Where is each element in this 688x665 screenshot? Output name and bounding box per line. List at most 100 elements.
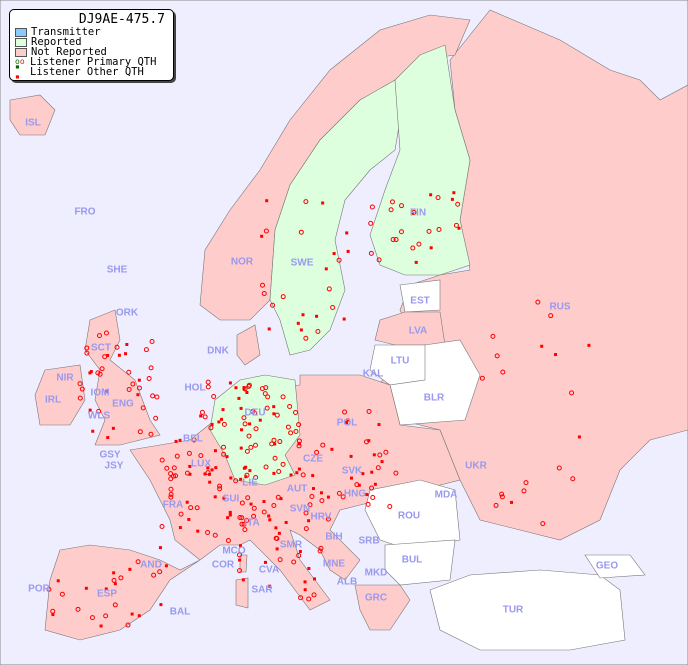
- listener-primary-qth: [556, 465, 562, 471]
- listener-other-qth: [164, 564, 168, 568]
- country-label: LUX: [191, 458, 211, 470]
- listener-primary-qth: [205, 530, 211, 536]
- listener-primary-qth: [77, 381, 83, 387]
- listener-primary-qth: [298, 229, 304, 235]
- listener-other-qth: [262, 500, 266, 504]
- country-label: SAR: [251, 584, 273, 596]
- listener-primary-qth: [307, 502, 313, 508]
- listener-other-qth: [268, 518, 272, 522]
- listener-other-qth: [429, 246, 433, 250]
- listener-other-qth: [178, 438, 182, 442]
- listener-primary-qth: [89, 615, 95, 621]
- legend-item-reported: Reported: [10, 37, 173, 47]
- listener-primary-qth: [246, 383, 252, 389]
- listener-primary-qth: [126, 369, 132, 375]
- listener-primary-qth: [390, 237, 396, 243]
- listener-other-qth: [452, 191, 456, 195]
- listener-primary-qth: [453, 222, 459, 228]
- country-label: GEO: [595, 560, 619, 572]
- listener-other-qth: [301, 313, 305, 317]
- listener-primary-qth: [130, 381, 136, 387]
- listener-primary-qth: [186, 450, 192, 456]
- listener-other-qth: [326, 495, 330, 499]
- listener-primary-qth: [540, 521, 546, 527]
- listener-other-qth: [510, 500, 514, 504]
- listener-primary-qth: [300, 472, 306, 478]
- listener-primary-qth: [365, 501, 371, 507]
- listener-primary-qth: [271, 503, 277, 509]
- listener-primary-qth: [168, 491, 174, 497]
- listener-primary-qth: [217, 486, 223, 492]
- listener-primary-qth: [126, 386, 132, 392]
- listener-primary-qth: [157, 569, 163, 575]
- listener-primary-qth: [149, 339, 155, 345]
- country-label: BLR: [423, 392, 445, 404]
- listener-primary-qth: [262, 391, 268, 397]
- country-fin: [369, 44, 471, 276]
- listener-primary-qth: [171, 465, 177, 471]
- country-label: NIR: [56, 372, 74, 384]
- listener-primary-qth: [199, 409, 205, 415]
- listener-other-qth: [297, 467, 301, 471]
- listener-primary-qth: [168, 476, 174, 482]
- listener-primary-qth: [535, 299, 541, 305]
- country-label: MNE: [322, 558, 346, 570]
- listener-primary-qth: [342, 409, 348, 415]
- listener-primary-qth: [303, 526, 309, 532]
- country-irl: [34, 364, 86, 426]
- listener-primary-qth: [306, 596, 312, 602]
- listener-other-qth: [273, 442, 277, 446]
- listener-primary-qth: [336, 490, 342, 496]
- listener-primary-qth: [217, 483, 223, 489]
- listener-other-qth: [284, 520, 288, 524]
- listener-primary-qth: [368, 250, 374, 256]
- listener-other-qth: [125, 343, 129, 347]
- listener-other-qth: [248, 469, 252, 473]
- listener-other-qth: [414, 260, 418, 264]
- country-label: COR: [211, 559, 235, 571]
- listener-other-qth: [88, 408, 92, 412]
- listener-other-qth: [213, 449, 217, 453]
- country-label: ISL: [25, 117, 41, 129]
- country-label: ALB: [336, 576, 358, 588]
- listener-primary-qth: [326, 286, 332, 292]
- listener-primary-qth: [271, 437, 277, 443]
- listener-primary-qth: [389, 199, 395, 205]
- other-qth-icon: ▪ ▪: [15, 62, 20, 81]
- listener-primary-qth: [369, 485, 375, 491]
- country-label: POR: [28, 583, 50, 595]
- listener-other-qth: [279, 497, 283, 501]
- listener-other-qth: [275, 547, 279, 551]
- listener-other-qth: [267, 514, 271, 518]
- country-label: SHE: [106, 264, 128, 276]
- listener-other-qth: [311, 474, 315, 478]
- listener-primary-qth: [114, 344, 120, 350]
- listener-primary-qth: [521, 488, 527, 494]
- country-label: UKR: [465, 460, 487, 472]
- country-label: ESP: [96, 588, 118, 600]
- listener-primary-qth: [293, 428, 299, 434]
- listener-other-qth: [263, 560, 267, 564]
- listener-other-qth: [217, 420, 221, 424]
- listener-primary-qth: [399, 203, 405, 209]
- listener-other-qth: [540, 344, 544, 348]
- listener-primary-qth: [202, 414, 208, 420]
- country-label: FRO: [74, 206, 96, 218]
- listener-other-qth: [450, 197, 454, 201]
- listener-other-qth: [272, 412, 276, 416]
- listener-other-qth: [272, 405, 276, 409]
- country-dnk: [236, 324, 261, 366]
- listener-other-qth: [187, 517, 191, 521]
- country-label: SUI: [222, 493, 240, 505]
- listener-primary-qth: [178, 511, 184, 517]
- listener-primary-qth: [244, 472, 250, 478]
- country-label: LVA: [408, 325, 428, 337]
- listener-primary-qth: [225, 538, 231, 544]
- listener-primary-qth: [277, 439, 283, 445]
- listener-other-qth: [210, 422, 214, 426]
- country-sar: [235, 577, 249, 609]
- listener-other-qth: [56, 579, 60, 583]
- listener-primary-qth: [311, 592, 317, 598]
- listener-other-qth: [203, 472, 207, 476]
- listener-primary-qth: [370, 494, 376, 500]
